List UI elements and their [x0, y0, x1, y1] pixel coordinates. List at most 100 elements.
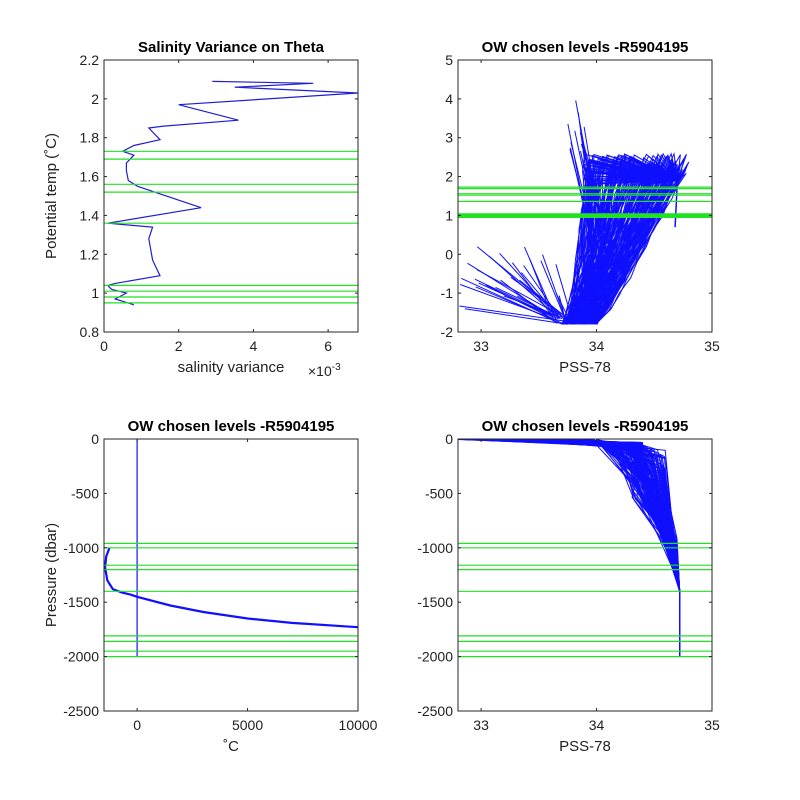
y-tick-label: -2000 [63, 649, 99, 665]
plot-area [458, 439, 681, 657]
profile-line [485, 284, 565, 325]
y-tick-label: 0 [445, 431, 453, 447]
profile-line [594, 169, 678, 325]
profile-line [595, 163, 678, 325]
y-tick-label: -2500 [63, 703, 99, 719]
profile-line [584, 159, 678, 325]
profile-line [542, 254, 566, 319]
x-tick-label: 33 [473, 338, 489, 354]
chart-title: OW chosen levels -R5904195 [128, 418, 335, 435]
plot-area [106, 80, 358, 306]
profile-line [561, 167, 678, 325]
y-tick-label: 1 [445, 207, 453, 223]
x-tick-label: 2 [175, 338, 183, 354]
profile-line [474, 278, 559, 320]
y-tick-label: 2 [445, 169, 453, 185]
x-tick-label: 34 [589, 338, 605, 354]
y-tick-label: -1000 [417, 540, 453, 556]
x-axis-label: PSS-78 [559, 738, 611, 755]
chosen-levels [458, 186, 712, 218]
y-tick-label: 1.4 [80, 207, 100, 223]
profile-line [575, 439, 681, 657]
exponent-power: -3 [332, 362, 341, 373]
series-line [104, 547, 358, 629]
chart-title: OW chosen levels -R5904195 [482, 39, 689, 56]
x-tick-label: 5000 [232, 717, 263, 733]
x-axis-label: salinity variance [178, 359, 285, 376]
profile-line [580, 143, 600, 200]
profile-line [475, 286, 553, 320]
y-tick-label: 1.2 [80, 246, 100, 262]
panel-pressure-salinity: 33 34 35 -2500 -2000 -1500 -1000 -500 0 OW chosen… [417, 418, 720, 755]
series-line [106, 80, 358, 306]
x-tick-label: 6 [324, 338, 332, 354]
profile-line [590, 168, 678, 325]
y-tick-label: -2 [441, 324, 454, 340]
y-tick-label: 0 [445, 246, 453, 262]
profile-line [476, 269, 567, 319]
x-tick-label: 0 [133, 717, 141, 733]
profile-line [540, 260, 565, 317]
panel-pressure-temperature: 0 5000 10000 -2500 -2000 -1500 -1000 -500 0 OW ch… [43, 418, 378, 755]
profile-line [564, 152, 678, 325]
profile-line [579, 132, 600, 198]
x-tick-label: 0 [100, 338, 108, 354]
x-axis-exponent: ×10-3 [308, 362, 341, 379]
profile-line [583, 167, 678, 325]
chart-title: Salinity Variance on Theta [138, 39, 325, 56]
profile-line [571, 167, 678, 325]
axes-box [103, 438, 359, 712]
axes-box [457, 59, 713, 333]
profile-line [575, 159, 678, 325]
y-tick-label: -1500 [417, 594, 453, 610]
profile-line [578, 163, 678, 325]
y-tick-label: 1.6 [80, 169, 100, 185]
profile-line [570, 169, 678, 325]
x-tick-label: 35 [704, 717, 720, 733]
profile-line [566, 154, 681, 325]
y-tick-label: -1500 [63, 594, 99, 610]
axes-box [457, 438, 713, 712]
exponent-base: ×10 [308, 363, 332, 379]
x-tick-label: 4 [250, 338, 258, 354]
profile-bundle [458, 439, 681, 657]
level-band [458, 214, 712, 217]
profile-line [580, 150, 599, 234]
y-tick-label: 3 [445, 130, 453, 146]
y-tick-label: 5 [445, 52, 453, 68]
y-tick-label: -500 [425, 485, 453, 501]
y-tick-label: -1 [441, 285, 454, 301]
profile-line [578, 168, 678, 325]
x-tick-label: 33 [473, 717, 489, 733]
profile-line [569, 166, 681, 325]
profile-line [495, 286, 563, 320]
y-tick-label: 1 [91, 285, 99, 301]
profile-line [555, 264, 571, 314]
profile-line [577, 112, 595, 232]
panel-salinity-variance: 0 2 4 6 0.8 1 1.2 1.4 1.6 1.8 2 2.2 Salinity Varianc… [43, 39, 359, 379]
profile-line [521, 272, 561, 319]
y-tick-label: 2 [91, 91, 99, 107]
y-axis-label: Potential temp (˚C) [43, 133, 60, 259]
x-axis-label: ˚C [223, 738, 239, 755]
x-tick-label: 10000 [339, 717, 378, 733]
profile-line [585, 157, 678, 325]
profile-bundle [459, 100, 690, 325]
profile-line [562, 154, 687, 325]
y-tick-label: 2.2 [80, 52, 100, 68]
profile-line [476, 246, 563, 317]
plot-area [459, 100, 690, 325]
y-tick-label: -500 [71, 485, 99, 501]
y-tick-label: -2500 [417, 703, 453, 719]
profile-line [524, 246, 557, 320]
y-tick-label: -2000 [417, 649, 453, 665]
x-tick-label: 34 [589, 717, 605, 733]
x-axis-label: PSS-78 [559, 359, 611, 376]
chosen-levels [104, 542, 358, 658]
profile-line [519, 279, 566, 317]
chart-title: OW chosen levels -R5904195 [482, 418, 689, 435]
y-tick-label: 0 [91, 431, 99, 447]
y-tick-label: -1000 [63, 540, 99, 556]
